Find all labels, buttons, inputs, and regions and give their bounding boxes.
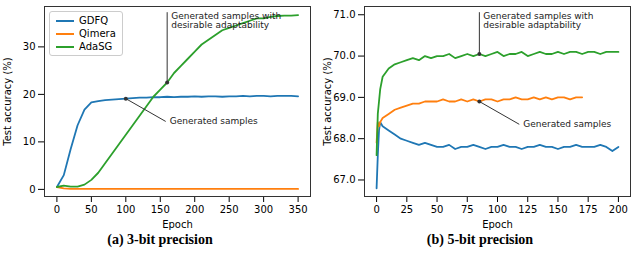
svg-text:75: 75 (461, 204, 474, 215)
svg-text:50: 50 (85, 204, 98, 215)
svg-text:175: 175 (579, 204, 598, 215)
svg-text:Test accuracy (%): Test accuracy (%) (2, 57, 13, 147)
svg-text:69.0: 69.0 (333, 92, 355, 103)
html-text:(a) 3-bit precision: (a) 3-bit precision (107, 232, 213, 247)
svg-text:100: 100 (488, 204, 507, 215)
svg-text:150: 150 (548, 204, 567, 215)
html-text:Qimera: Qimera (79, 28, 116, 39)
svg-text:Generated samples: Generated samples (170, 116, 258, 126)
svg-text:250: 250 (220, 204, 239, 215)
svg-text:150: 150 (151, 204, 170, 215)
html-text:GDFQ: GDFQ (79, 15, 109, 26)
svg-text:350: 350 (289, 204, 308, 215)
svg-text:68.0: 68.0 (333, 133, 355, 144)
html-text:(b) 5-bit precision: (b) 5-bit precision (426, 232, 534, 247)
svg-text:200: 200 (185, 204, 204, 215)
svg-text:0: 0 (373, 204, 379, 215)
svg-text:67.0: 67.0 (333, 174, 355, 185)
svg-text:0: 0 (54, 204, 60, 215)
svg-text:Generated samples withdesirabl: Generated samples withdesirable adaptabi… (171, 11, 281, 30)
svg-text:Generated samples withdesirabl: Generated samples withdesirable adaptabi… (483, 11, 593, 30)
svg-text:125: 125 (518, 204, 537, 215)
svg-text:71.0: 71.0 (333, 9, 355, 20)
svg-text:25: 25 (400, 204, 413, 215)
svg-text:200: 200 (609, 204, 628, 215)
svg-text:70.0: 70.0 (333, 50, 355, 61)
html-text:AdaSG: AdaSG (79, 41, 113, 52)
svg-text:30: 30 (23, 41, 36, 52)
svg-text:Generated samples: Generated samples (523, 119, 611, 129)
svg-text:Epoch: Epoch (482, 219, 513, 230)
svg-text:Epoch: Epoch (162, 219, 193, 230)
svg-text:50: 50 (431, 204, 444, 215)
svg-text:10: 10 (23, 136, 36, 147)
svg-text:0: 0 (29, 184, 35, 195)
svg-text:300: 300 (254, 204, 273, 215)
svg-text:Test accuracy (%): Test accuracy (%) (322, 57, 333, 147)
svg-text:20: 20 (23, 89, 36, 100)
svg-text:100: 100 (116, 204, 135, 215)
